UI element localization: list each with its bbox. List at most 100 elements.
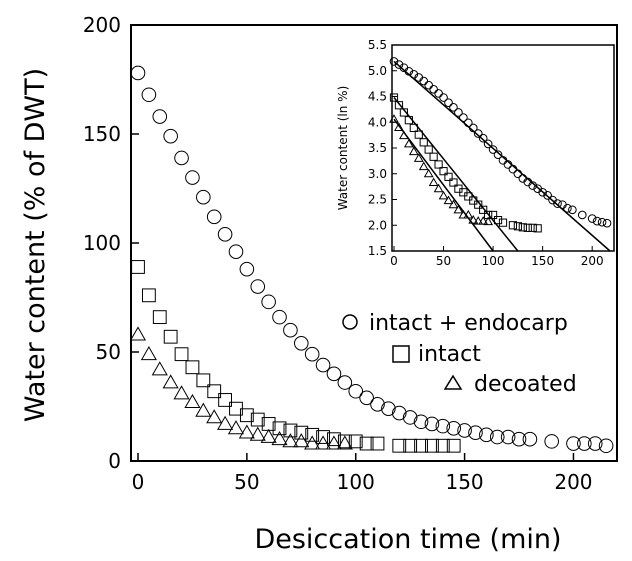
data-point	[325, 435, 343, 450]
data-point	[316, 430, 330, 444]
data-point	[403, 438, 418, 453]
inset-data-point	[409, 70, 419, 79]
fit-line	[393, 118, 494, 252]
y-tick-label: 0	[108, 449, 121, 473]
inset-data-point	[483, 216, 494, 226]
inset-data-point	[389, 57, 399, 66]
inset-data-point	[597, 217, 607, 227]
inset-y-tick-label: 4.5	[368, 90, 387, 104]
data-point	[598, 438, 614, 454]
data-point	[250, 412, 265, 427]
data-point	[173, 385, 190, 400]
y-axis-title: Water content (% of DWT)	[20, 68, 51, 422]
inset-data-point	[418, 161, 429, 171]
inset-data-point	[518, 223, 527, 232]
inset-data-point	[403, 138, 414, 148]
legend-marker-intact-endocarp	[342, 314, 358, 330]
data-point	[424, 416, 440, 432]
inset-data-point	[394, 122, 404, 131]
inset-data-point	[408, 146, 419, 156]
data-point	[336, 435, 353, 450]
inset-data-point	[429, 152, 438, 161]
data-point	[446, 421, 462, 436]
legend-label-intact-endocarp: intact + endocarp	[369, 311, 568, 336]
inset-y-tick-label: 2.5	[368, 193, 387, 207]
inset-data-point	[498, 218, 508, 227]
inset-data-point	[463, 209, 474, 219]
data-point	[282, 433, 299, 448]
data-point	[141, 288, 156, 303]
inset-data-point	[444, 172, 453, 181]
data-point	[435, 418, 451, 434]
data-point	[238, 424, 255, 439]
data-point	[141, 87, 157, 103]
inset-data-point	[404, 116, 413, 125]
inset-data-point	[587, 214, 597, 223]
data-point	[370, 397, 385, 412]
data-point	[250, 279, 266, 294]
inset-data-point	[428, 177, 439, 187]
inset-x-tick-label: 100	[482, 254, 505, 268]
inset-data-point	[508, 221, 518, 230]
inset-plot: 0 50 100 150 2001.52.02.53.03.54.04.55.05.5 …	[336, 38, 615, 268]
data-point	[327, 432, 341, 447]
data-point	[217, 415, 234, 430]
inset-data-point	[449, 178, 458, 187]
inset-data-point	[404, 66, 414, 76]
inset-data-point	[478, 133, 488, 143]
data-point	[293, 433, 310, 448]
x-tick-label: 150	[445, 470, 483, 494]
data-point	[348, 434, 363, 449]
inset-data-point	[508, 164, 518, 174]
inset-y-tick-label: 4.0	[368, 115, 387, 129]
data-point	[271, 430, 288, 446]
y-tick-label: 200	[83, 13, 121, 37]
data-point	[337, 434, 352, 449]
data-point	[217, 226, 233, 242]
inset-y-tick-label: 5.0	[368, 64, 387, 78]
inset-data-point	[513, 222, 522, 231]
inset-data-point	[568, 205, 577, 215]
data-point	[457, 423, 472, 438]
data-point	[207, 384, 222, 399]
inset-data-point	[413, 153, 424, 162]
inset-data-point	[389, 93, 399, 102]
data-point	[195, 402, 212, 417]
x-tick-label: 0	[132, 470, 145, 494]
inset-data-point	[439, 93, 448, 102]
data-point	[272, 421, 287, 436]
inset-data-point	[528, 223, 537, 232]
inset-data-point	[424, 145, 433, 154]
data-point	[359, 436, 374, 451]
legend-label-decoated: decoated	[474, 372, 577, 397]
inset-data-point	[543, 191, 552, 200]
data-point	[305, 427, 320, 442]
data-point	[260, 428, 277, 443]
data-point	[577, 436, 592, 451]
inset-data-point	[459, 188, 468, 197]
data-point	[272, 309, 287, 325]
data-point	[249, 426, 266, 441]
inset-data-point	[493, 150, 503, 160]
inset-data-point	[443, 195, 454, 205]
main-tick-labels: 0 50 100 150 200 0 50 100 150 200	[83, 13, 593, 494]
inset-data-point	[444, 98, 453, 108]
data-point	[425, 438, 439, 453]
inset-plot-frame	[391, 44, 615, 252]
inset-data-point	[533, 224, 542, 233]
inset-data-point	[414, 130, 423, 139]
inset-data-point	[488, 145, 498, 154]
x-tick-label: 50	[234, 470, 259, 494]
data-point	[304, 435, 321, 450]
inset-data-point	[439, 167, 448, 176]
data-point	[206, 409, 223, 424]
data-point	[283, 322, 298, 338]
y-tick-label: 50	[96, 340, 121, 364]
data-point	[163, 128, 178, 144]
data-point	[587, 436, 603, 451]
data-point	[174, 150, 189, 166]
inset-data-point	[553, 199, 562, 208]
data-point	[446, 438, 461, 453]
data-point	[293, 335, 309, 351]
